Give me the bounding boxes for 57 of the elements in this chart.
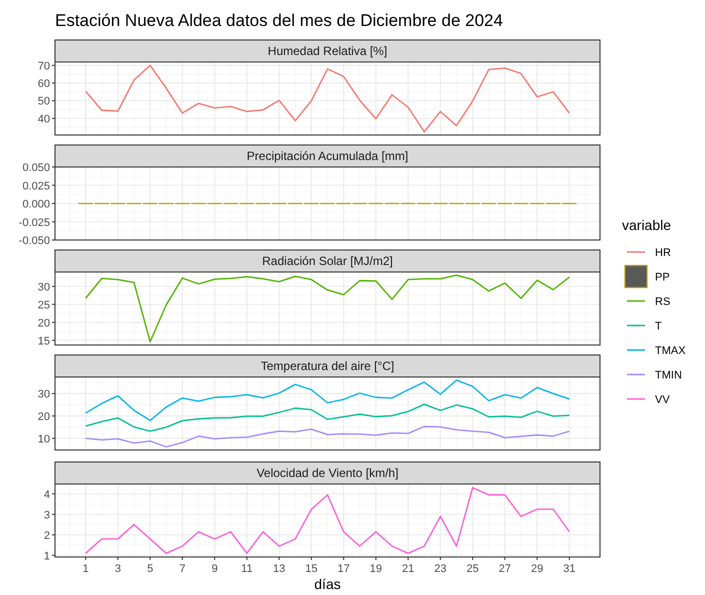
line-series [84,486,570,554]
x-tick-label: 27 [498,563,511,575]
x-tick-label: 31 [563,563,576,575]
chart-subtitle: Temperatura del aire [°C] [260,359,394,373]
legend-label: TMAX [655,345,686,357]
x-tick-label: 25 [466,563,479,575]
y-tick-label: -0.025 [18,216,50,229]
x-tick-label: 5 [147,563,154,575]
y-tick-label: 15 [38,335,50,348]
x-tick-label: 19 [370,563,382,575]
y-tick-label: 40 [38,113,50,126]
y-tick-label: 50 [38,96,50,108]
line-series [84,404,570,432]
y-tick-label: 10 [38,433,50,446]
x-tick-label: 17 [338,563,350,575]
y-tick-label: 60 [38,78,50,90]
x-tick-label: 23 [434,563,446,575]
y-tick-label: 1 [44,550,50,562]
y-tick-label: 4 [44,488,50,501]
x-tick-label: 1 [82,563,89,575]
x-tick-label: 9 [212,563,218,575]
y-tick-label: 0.050 [22,162,50,174]
x-tick-label: 7 [179,563,186,575]
chart-subtitle: Radiación Solar [MJ/m2] [262,254,393,268]
legend-label: HR [655,247,671,259]
line-series [84,274,570,342]
y-tick-label: 2 [44,530,50,542]
x-tick-label: 15 [305,563,318,575]
line-series [84,426,570,448]
y-tick-label: 30 [38,388,50,401]
chart-title: Estación Nueva Aldea datos del mes de Diciembre de 2024 [55,11,503,30]
legend-label: TMIN [655,370,682,382]
y-tick-label: 30 [38,281,50,294]
y-tick-label: 20 [38,410,50,423]
y-tick-label: 3 [44,509,50,522]
legend-label: PP [655,272,670,284]
legend-label: T [655,320,662,332]
chart-subtitle: Velocidad de Viento [km/h] [256,466,398,480]
x-tick-label: 29 [530,563,544,575]
y-tick-label: 20 [38,317,50,330]
chart-subtitle: Precipitación Acumulada [mm] [246,149,408,163]
x-tick-label: 3 [114,563,121,575]
x-tick-label: 11 [241,563,253,575]
chart-subtitle: Humedad Relativa [%] [268,44,388,58]
legend-label: VV [655,394,670,406]
x-tick-label: 21 [402,563,414,575]
legend-title: variable [622,217,672,233]
x-axis-title: días [314,576,341,592]
x-tick-label: 13 [273,563,286,575]
line-series [84,64,570,133]
y-tick-label: 25 [38,299,50,312]
y-tick-label: -0.050 [18,235,50,247]
y-tick-label: 70 [38,60,50,72]
legend-label: RS [655,296,670,308]
y-tick-label: 0.000 [22,198,50,210]
y-tick-label: 0.025 [22,180,50,192]
line-series [84,379,570,422]
